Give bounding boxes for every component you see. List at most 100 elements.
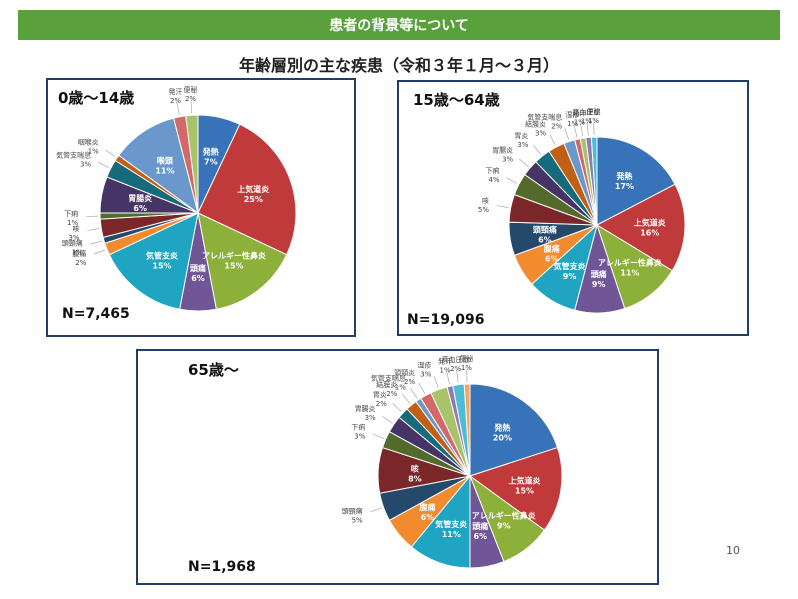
slice-label-0: 発熱 <box>202 147 219 157</box>
leader-line-14 <box>190 101 192 114</box>
sample-size: N=19,096 <box>407 312 485 328</box>
leader-line-7 <box>496 205 509 209</box>
slice-pct-11: 3% <box>535 130 546 138</box>
leader-line-15 <box>446 372 450 385</box>
leader-line-9 <box>382 416 393 424</box>
slice-pct-8: 3% <box>354 433 365 441</box>
slice-pct-6: 1% <box>72 249 83 257</box>
pie-labels: 発熱7%上気道炎25%アレルギー性鼻炎15%頭痛6%気管支炎15%腹痛2%頭頸痛… <box>56 85 269 283</box>
slice-pct-0: 17% <box>615 182 634 191</box>
leader-line-5 <box>93 249 106 255</box>
slice-pct-0: 20% <box>493 433 512 442</box>
sample-size: N=1,968 <box>188 559 256 575</box>
slice-pct-1: 16% <box>640 229 659 238</box>
slice-pct-2: 9% <box>497 522 511 531</box>
leader-line-13 <box>176 102 180 115</box>
slice-label-5: 腹痛 <box>419 502 436 512</box>
slice-label-2: アレルギー性鼻炎 <box>598 257 662 267</box>
slice-label-5: 腹痛 <box>72 249 86 258</box>
slice-pct-7: 8% <box>408 475 422 484</box>
header-bar: 患者の背景等について <box>18 10 780 40</box>
leader-line-6 <box>370 507 382 513</box>
slice-pct-14: 3% <box>420 371 431 379</box>
slice-label-7: 咳 <box>411 464 419 474</box>
slice-label-7: 咳 <box>73 224 80 233</box>
pie-slice-0 <box>469 383 559 477</box>
slice-pct-4: 15% <box>152 262 171 271</box>
slice-pct-3: 6% <box>191 274 205 283</box>
slice-label-4: 気管支炎 <box>554 261 586 271</box>
slice-label-13: 発汗 <box>169 87 183 96</box>
pie-slices <box>99 114 297 312</box>
slice-pct-1: 25% <box>244 195 263 204</box>
slice-pct-16: 2% <box>450 365 461 373</box>
slice-pct-9: 6% <box>133 204 147 213</box>
slice-pct-5: 6% <box>545 254 559 263</box>
header-title: 患者の背景等について <box>329 18 469 34</box>
sample-size: N=7,465 <box>62 306 130 322</box>
slice-pct-10: 3% <box>80 161 91 169</box>
slice-pct-8: 1% <box>67 219 78 227</box>
slice-pct-4: 11% <box>442 530 461 539</box>
slice-label-3: 頭痛 <box>472 521 488 531</box>
slice-pct-9: 3% <box>365 414 376 422</box>
slice-pct-4: 9% <box>563 272 577 281</box>
slice-label-10: 胃炎 <box>514 132 528 140</box>
leader-line-12 <box>410 388 418 399</box>
slice-label-15: 発汗 <box>438 357 452 366</box>
slice-label-17: 便秘 <box>459 354 473 363</box>
slice-label-14: 発汗 <box>572 108 586 117</box>
slice-label-11: 咽喉炎 <box>78 138 99 147</box>
slice-pct-15: 1% <box>581 118 592 126</box>
slice-pct-7: 3% <box>68 234 79 242</box>
slice-pct-10: 2% <box>376 400 387 408</box>
slice-label-9: 胃腸炎 <box>492 147 513 155</box>
pie-chart-15-64: 発熱17%上気道炎16%アレルギー性鼻炎11%頭痛9%気管支炎9%腹痛6%頭頸痛… <box>478 107 686 314</box>
slice-label-3: 頭痛 <box>591 269 607 279</box>
slice-label-1: 上気道炎 <box>509 476 541 486</box>
slice-label-2: アレルギー性鼻炎 <box>472 511 536 521</box>
slice-pct-5: 6% <box>421 513 435 522</box>
slice-pct-16: 1% <box>588 117 599 125</box>
slice-label-9: 胃腸炎 <box>128 193 152 203</box>
slice-pct-7: 5% <box>478 206 489 214</box>
slice-label-0: 発熱 <box>615 171 632 181</box>
leader-line-12 <box>564 128 569 140</box>
panel-title: 15歳～64歳 <box>413 91 500 109</box>
slice-pct-13: 2% <box>170 97 181 105</box>
slice-label-3: 頭痛 <box>190 263 206 273</box>
slice-pct-12: 1% <box>395 384 406 392</box>
leader-line-13 <box>418 382 425 394</box>
page-title: 年齢層別の主な疾患（令和３年１月～３月） <box>238 56 559 75</box>
slice-label-5: 腹痛 <box>543 243 560 253</box>
slice-label-12: 気管支喘息 <box>371 374 406 383</box>
slice-pct-9: 3% <box>502 156 513 164</box>
slice-label-8: 下痢 <box>351 423 365 432</box>
pie-slices <box>508 136 686 314</box>
slice-label-12: 喉頭 <box>157 155 174 165</box>
slice-pct-3: 9% <box>592 280 606 289</box>
pie-chart-0-14: 発熱7%上気道炎25%アレルギー性鼻炎15%頭痛6%気管支炎15%腹痛2%頭頸痛… <box>56 85 297 312</box>
slice-label-1: 上気道炎 <box>237 184 269 194</box>
leader-line-16 <box>456 370 459 383</box>
leader-line-11 <box>105 149 116 158</box>
panel-title: 65歳～ <box>188 361 239 379</box>
chart-panel-0-14: 0歳～14歳 N=7,465 発熱 7% 上気道炎 25% アレルギー性鼻炎 15% 頭痛 6… <box>46 78 356 337</box>
slice-label-10: 気管支喘息 <box>56 151 91 160</box>
leader-line-9 <box>519 158 529 167</box>
slice-label-16: 高血圧症 <box>442 355 470 364</box>
slice-pct-1: 15% <box>515 487 534 496</box>
slice-pct-0: 7% <box>204 158 218 167</box>
pie-slice-4 <box>108 212 199 310</box>
leader-line-14 <box>433 376 439 388</box>
leader-line-6 <box>90 240 103 245</box>
leader-line-11 <box>549 134 556 146</box>
leader-line-11 <box>402 394 411 404</box>
slice-pct-8: 4% <box>488 176 499 184</box>
leader-line-7 <box>87 228 100 231</box>
slice-label-6: 頭頸痛 <box>62 239 83 248</box>
pie-slices <box>377 383 563 569</box>
leader-line-8 <box>506 177 518 184</box>
slice-label-14: 便秘 <box>184 85 198 94</box>
slice-pct-13: 2% <box>404 378 415 386</box>
